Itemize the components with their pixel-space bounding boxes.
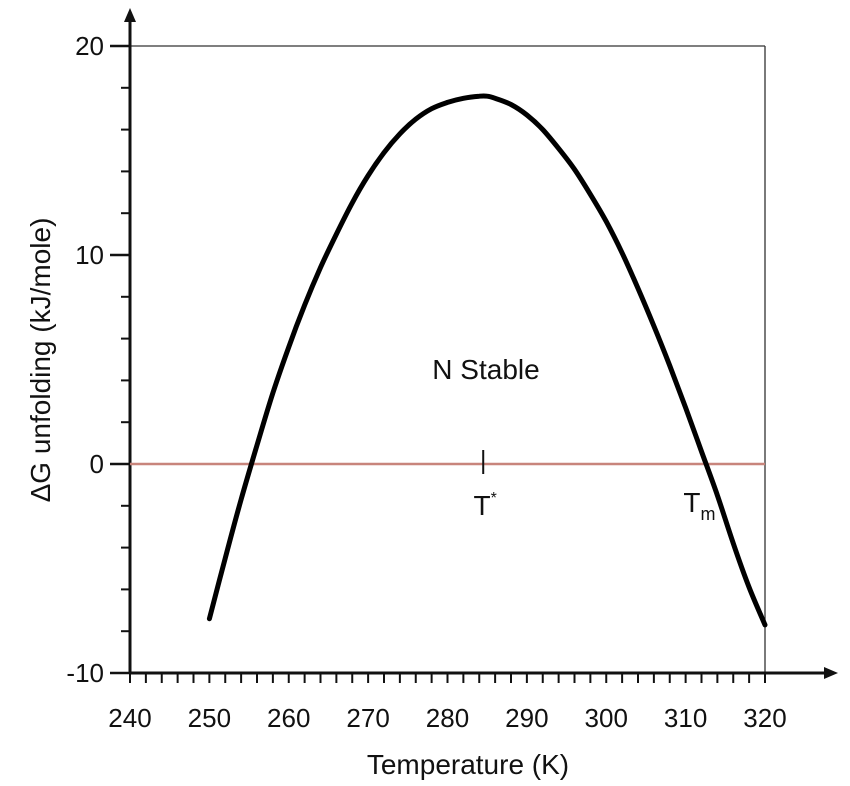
y-tick-label: 20 <box>75 31 104 61</box>
x-tick-label: 310 <box>664 703 707 733</box>
curve-group <box>206 93 768 628</box>
y-tick-label: -10 <box>66 658 104 688</box>
x-tick-label: 300 <box>585 703 628 733</box>
annotations: N Stable T* Tm <box>432 354 715 524</box>
major-ticks <box>110 44 130 675</box>
x-tick-label: 320 <box>743 703 786 733</box>
region-label: N Stable <box>432 354 539 385</box>
t-star-sup: * <box>491 490 497 507</box>
x-tick-label: 260 <box>267 703 310 733</box>
x-tick-labels: 240 250 260 270 280 290 300 310 320 <box>108 703 786 733</box>
y-axis-title: ΔG unfolding (kJ/mole) <box>25 218 56 503</box>
y-tick-labels: -10 0 10 20 <box>66 31 104 688</box>
x-tick-label: 250 <box>188 703 231 733</box>
tm-label: Tm <box>683 487 715 524</box>
x-axis-arrow <box>824 667 838 679</box>
plot-frame <box>124 8 838 679</box>
x-tick-label: 270 <box>346 703 389 733</box>
tm-sub: m <box>700 504 715 524</box>
y-axis-arrow <box>124 8 136 22</box>
y-tick-label: 0 <box>90 449 104 479</box>
y-tick-label: 10 <box>75 240 104 270</box>
x-tick-label: 290 <box>505 703 548 733</box>
x-tick-label: 280 <box>426 703 469 733</box>
t-star-base: T <box>474 490 491 521</box>
tm-base: T <box>683 487 700 518</box>
x-tick-label: 240 <box>108 703 151 733</box>
x-axis-title: Temperature (K) <box>367 749 569 780</box>
t-star-label: T* <box>474 490 497 521</box>
delta-g-curve <box>206 93 768 628</box>
